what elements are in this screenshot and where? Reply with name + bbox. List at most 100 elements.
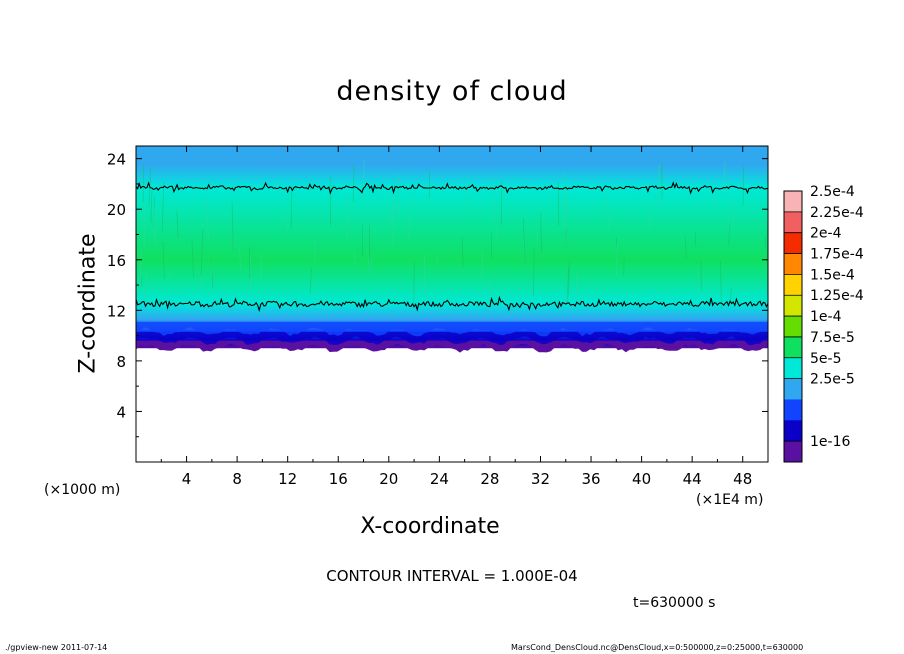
texture-streak [461, 236, 464, 267]
texture-streak [436, 255, 438, 268]
chart-title: density of cloud [336, 76, 568, 107]
texture-streak [168, 268, 172, 278]
texture-streak [144, 268, 148, 306]
texture-streak [290, 188, 293, 229]
colorbar-label: 2.5e-5 [810, 372, 855, 388]
texture-streak [286, 217, 288, 235]
contour-interval: CONTOUR INTERVAL = 1.000E-04 [326, 567, 578, 585]
contour-lines [136, 181, 768, 313]
texture-streak [346, 191, 348, 239]
texture-streak [309, 267, 312, 294]
colorbar-label: 7.5e-5 [810, 330, 855, 346]
texture-streak [566, 194, 569, 215]
texture-streak [231, 201, 234, 253]
x-axis: 4 8 12 16 20 24 28 32 36 40 44 48 [160, 146, 752, 488]
texture-streak [413, 261, 415, 308]
x-tick-label: 12 [278, 470, 297, 488]
texture-streak [729, 288, 732, 301]
texture-streak [238, 246, 241, 269]
plot-frame [135, 145, 769, 463]
texture-streak [370, 258, 373, 268]
colorbar-swatch [784, 378, 802, 400]
x-unit-label: (×1000 m) [44, 482, 121, 498]
texture-streak [723, 161, 726, 197]
texture-streak [150, 190, 153, 223]
x-tick-label: 44 [683, 470, 702, 488]
x-tick-label: 8 [232, 470, 242, 488]
cloud-base-band [136, 321, 768, 337]
x-scale-label: (×1E4 m) [696, 492, 764, 508]
colorbar-swatch [784, 211, 802, 234]
texture-streak [648, 199, 652, 233]
texture-streak [697, 269, 700, 293]
texture-streak [606, 196, 610, 232]
y-tick-label: 12 [107, 302, 126, 320]
texture-streak [397, 175, 401, 220]
texture-streak [392, 201, 395, 248]
texture-streak [522, 218, 526, 264]
footer-program: ./gpview-new 2011-07-14 [5, 643, 108, 652]
texture-streak [523, 240, 525, 263]
texture-streak [153, 207, 156, 245]
colorbar-label: 1e-4 [810, 309, 842, 325]
x-tick-label: 28 [480, 470, 499, 488]
x-tick-label: 40 [632, 470, 651, 488]
x-tick-label: 24 [430, 470, 449, 488]
texture-streak [720, 260, 722, 308]
texture-streak [367, 249, 370, 275]
texture-streak [162, 241, 165, 279]
texture-streak [423, 254, 426, 300]
texture-streak [353, 251, 356, 266]
texture-streak [466, 176, 469, 216]
colorbar-swatch [784, 399, 802, 421]
y-tick-label: 20 [107, 201, 126, 219]
y-tick-label: 8 [116, 353, 126, 371]
texture-streak [200, 275, 203, 291]
texture-streak [161, 181, 165, 232]
texture-streak [575, 274, 579, 301]
texture-streak [191, 240, 194, 278]
cloud-region [136, 146, 768, 349]
colorbar-swatch [784, 316, 802, 338]
colorbar-swatch [784, 274, 802, 296]
texture-streak [481, 251, 484, 284]
colorbar-swatch [784, 357, 802, 380]
x-tick-label: 36 [581, 470, 600, 488]
colorbar-swatch [784, 295, 802, 317]
colorbar-label: 2.5e-4 [810, 184, 855, 200]
colorbar-swatch [784, 191, 802, 213]
texture-streak [211, 261, 213, 286]
density-field [136, 146, 768, 353]
texture-streak [536, 230, 539, 246]
texture-streak [714, 195, 716, 207]
colorbar-swatch [784, 253, 802, 275]
y-tick-label: 16 [107, 252, 126, 270]
y-axis: 4 8 12 16 20 24 [107, 151, 768, 438]
texture-streak [206, 199, 209, 241]
x-tick-label: 48 [733, 470, 752, 488]
texture-streak [533, 247, 535, 296]
colorbar-label: 2e-4 [810, 226, 842, 242]
texture-streak [391, 185, 394, 223]
texture-streak [176, 211, 179, 239]
y-tick-label: 24 [107, 151, 126, 169]
footer-source: MarsCond_DensCloud.nc@DensCloud,x=0:5000… [511, 643, 804, 652]
x-tick-label: 16 [329, 470, 348, 488]
x-axis-label: X-coordinate [360, 514, 500, 539]
x-tick-label: 4 [182, 470, 192, 488]
texture-streak [684, 237, 687, 261]
colorbar-label: 1.5e-4 [810, 267, 855, 283]
x-tick-label: 32 [531, 470, 550, 488]
colorbar-swatch [784, 441, 802, 463]
colorbar-swatch [784, 232, 802, 255]
colorbar-label: 2.25e-4 [810, 205, 864, 221]
texture-streak [200, 229, 204, 276]
texture-streak [492, 176, 496, 222]
texture-streak [657, 165, 660, 207]
cloud-base-band [136, 340, 768, 353]
texture-streak [563, 195, 566, 245]
contour-line [136, 295, 768, 313]
colorbar-label: 1.25e-4 [810, 288, 864, 304]
colorbar-swatch [784, 336, 802, 359]
time-label: t=630000 s [633, 595, 716, 611]
